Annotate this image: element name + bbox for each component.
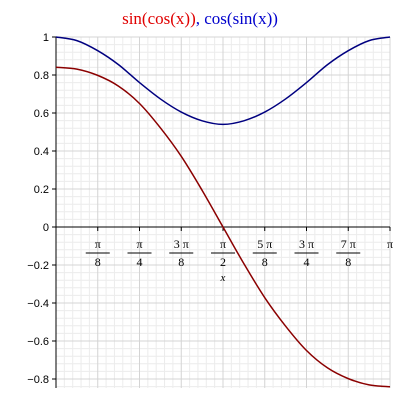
x-tick-denominator: 8 [262,255,268,269]
title-part-0: sin(cos(x)) [122,9,196,28]
y-tick-label: 0.2 [34,184,49,196]
y-tick-label: 1 [43,32,49,44]
x-tick-denominator: 4 [137,255,143,269]
y-axis-ticks: 1 0.8 0.6 0.4 0.2 0 −0.2 −0.4 −0.6 −0.8 [27,32,56,386]
y-tick-label: 0 [43,222,49,234]
x-tick-numerator: 3 π [174,237,189,251]
title-part-1: , [196,9,205,28]
y-tick-label: 0.4 [34,146,49,158]
chart-title: sin(cos(x)), cos(sin(x)) [122,9,278,28]
y-tick-label: 0.6 [34,108,49,120]
title-part-2: cos(sin(x)) [204,9,278,28]
grid-minor [56,37,390,388]
y-tick-label: 0.8 [34,70,49,82]
x-tick-denominator: 8 [95,255,101,269]
x-tick-numerator: π [95,237,101,251]
y-tick-label: −0.2 [27,260,49,272]
x-tick-denominator: 8 [345,255,351,269]
x-tick-numerator: 5 π [257,237,272,251]
y-tick-label: −0.6 [27,336,49,348]
series-line-sin-cos [55,66,391,388]
x-tick-denominator: 8 [178,255,184,269]
x-tick-numerator: π [220,237,226,251]
x-tick-numerator: π [387,237,393,251]
series-lines [55,36,391,388]
x-axis-ticks: π 8 π 4 3 π 8 π 2 5 π 8 3 π 4 7 π 8 π [85,227,393,269]
x-tick-numerator: π [136,237,142,251]
y-tick-label: −0.4 [27,298,49,310]
x-tick-numerator: 3 π [299,237,314,251]
x-tick-numerator: 7 π [341,237,356,251]
series-line-cos-sin [55,36,391,126]
x-tick-denominator: 2 [220,255,226,269]
y-tick-label: −0.8 [27,374,49,386]
x-axis-label: x [220,272,226,284]
x-tick-denominator: 4 [304,255,310,269]
